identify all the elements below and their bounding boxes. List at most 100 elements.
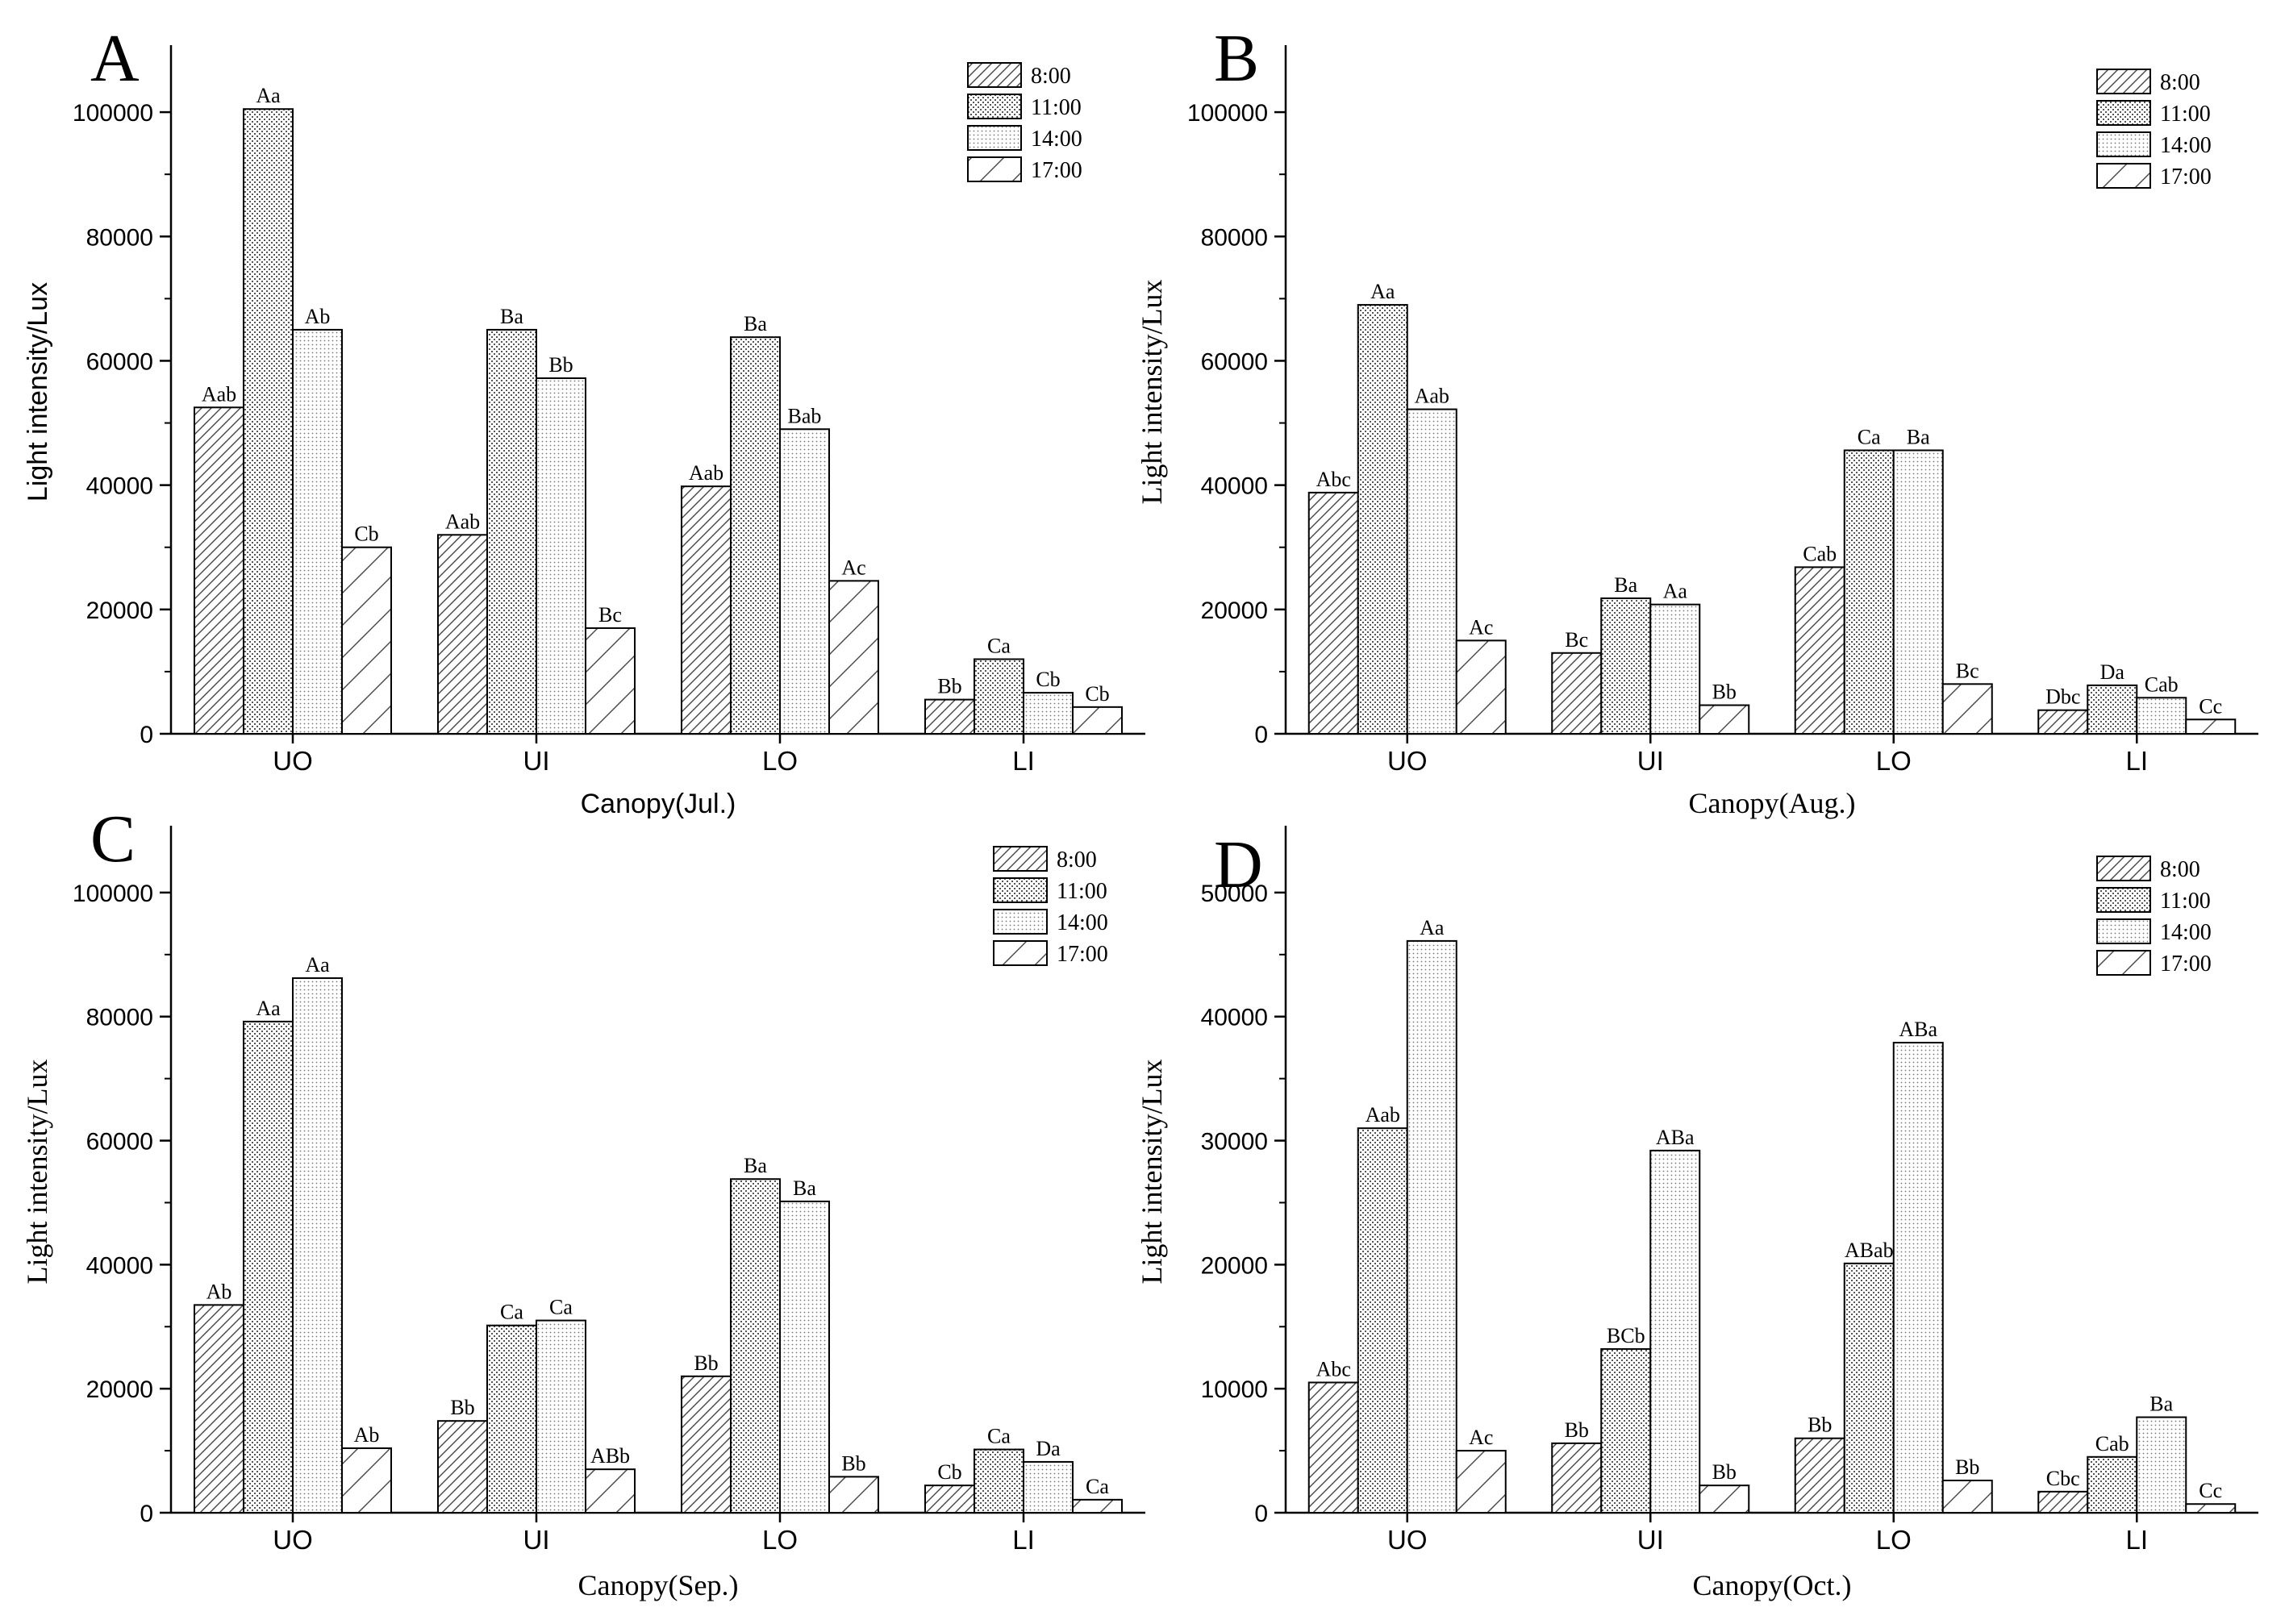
x-axis-label: Canopy(Sep.) (578, 1569, 739, 1601)
data-label: Ab (354, 1423, 380, 1447)
legend: 8:00 11:00 14:00 17:00 (2096, 856, 2212, 976)
data-label: Bb (1712, 1460, 1737, 1484)
bar-1100-ui (1600, 597, 1652, 735)
data-label: ABb (590, 1444, 630, 1468)
data-label: Bb (694, 1351, 718, 1375)
bar-1400-lo (1892, 449, 1944, 735)
data-label: Ac (841, 556, 865, 579)
bar-1700-ui (585, 1468, 636, 1514)
bar-800-li (924, 698, 975, 735)
data-label: Aab (445, 510, 480, 533)
bar-1400-ui (536, 1319, 586, 1514)
legend: 8:00 11:00 14:00 17:00 (2096, 69, 2212, 189)
x-tick-label: LO (762, 746, 798, 776)
bar-1400-uo (1406, 939, 1457, 1514)
legend-label: 17:00 (1031, 158, 1082, 183)
bar-1700-li (2185, 718, 2237, 735)
chart-panel-d: 0 10000 20000 30000 40000 50000 Light intensit… (1136, 826, 2258, 1601)
x-tick-label: LO (762, 1525, 798, 1555)
bar-800-ui (1551, 652, 1603, 735)
data-label: Aab (689, 461, 723, 485)
bar-800-lo (1794, 1437, 1845, 1514)
panel-letter: D (1214, 827, 1263, 902)
data-label: Ba (1907, 425, 1930, 448)
y-axis-label: Light intensity/Lux (21, 1060, 53, 1285)
data-label: Da (2100, 660, 2125, 684)
bar-1400-li (2136, 697, 2187, 735)
bar-1100-lo (730, 336, 781, 735)
data-label: ABab (1845, 1239, 1894, 1262)
data-label: Cb (937, 1460, 961, 1484)
bar-800-li (924, 1485, 975, 1514)
bar-800-li (2037, 1490, 2089, 1514)
bar-1100-li (974, 658, 1024, 735)
data-label: Aa (305, 953, 330, 976)
x-tick-label: LI (2125, 746, 2148, 776)
data-label: Aab (202, 382, 236, 406)
legend-swatch (967, 94, 1022, 119)
data-label: Ca (1858, 425, 1881, 448)
panel-letter: A (90, 21, 140, 96)
bar-1700-ui (1699, 704, 1750, 735)
data-label: Aab (1415, 385, 1449, 408)
data-label: Bb (450, 1396, 474, 1419)
legend-swatch (2096, 69, 2151, 94)
legend-label: 14:00 (1057, 910, 1108, 935)
bar-1400-uo (292, 977, 343, 1514)
y-tick-label: 60000 (86, 1129, 153, 1156)
data-label: Cc (2199, 694, 2222, 718)
bar-1700-li (1072, 706, 1123, 735)
bar-1700-li (1072, 1498, 1123, 1514)
bar-1700-uo (341, 1447, 392, 1514)
legend-swatch (967, 62, 1022, 88)
data-label: Bc (1565, 628, 1588, 652)
data-label: Bc (598, 603, 622, 627)
x-axis-label: Canopy(Aug.) (1689, 787, 1856, 819)
bar-1100-ui (1600, 1347, 1652, 1514)
chart-panel-c: 0 20000 40000 60000 80000 100000 Light intensi… (21, 802, 1145, 1601)
y-tick-label: 0 (140, 722, 153, 748)
data-label: Aa (1663, 580, 1688, 603)
bar-800-uo (1307, 491, 1359, 735)
legend-swatch (993, 940, 1048, 966)
panel-letter: C (90, 802, 136, 877)
legend-label: 14:00 (2160, 920, 2212, 945)
legend-label: 17:00 (2160, 164, 2212, 189)
bar-800-lo (681, 1375, 732, 1514)
data-label: Ba (1614, 573, 1637, 597)
bar-800-li (2037, 709, 2089, 735)
x-tick-label: LI (1012, 1525, 1035, 1555)
legend-label: 8:00 (1057, 847, 1097, 872)
bar-800-ui (1551, 1442, 1603, 1514)
y-tick-label: 40000 (86, 1252, 153, 1279)
bar-1700-uo (1455, 1450, 1507, 1514)
data-label: Bb (937, 675, 961, 698)
data-label: Ac (1469, 615, 1493, 639)
y-tick-label: 40000 (1201, 1005, 1268, 1031)
data-label: Abc (1316, 1357, 1351, 1380)
data-label: Cab (2145, 673, 2179, 696)
chart-panel-a: 0 20000 40000 60000 80000 100000 Light intensi… (23, 21, 1145, 819)
legend-swatch (993, 846, 1048, 872)
data-label: Bb (841, 1451, 865, 1475)
bar-1100-li (2087, 1455, 2138, 1514)
data-label: Aab (1366, 1103, 1400, 1126)
legend-label: 8:00 (1031, 64, 1071, 89)
x-tick-label: UO (1387, 1525, 1428, 1555)
y-tick-label: 100000 (73, 100, 153, 127)
bar-1400-lo (1892, 1042, 1944, 1514)
data-label: Ca (500, 1301, 523, 1324)
legend-swatch (2096, 163, 2151, 189)
data-label: Cab (2095, 1432, 2129, 1455)
data-label: Cbc (2046, 1467, 2080, 1490)
bar-1100-lo (1843, 449, 1895, 735)
legend-label: 17:00 (2160, 951, 2212, 976)
y-tick-label: 0 (140, 1501, 153, 1527)
panel-letter: B (1214, 21, 1259, 96)
x-tick-label: UI (1637, 746, 1664, 776)
x-tick-label: UI (523, 746, 550, 776)
data-label: Bb (1955, 1455, 1979, 1479)
y-axis-label: Light intensity/Lux (1136, 280, 1168, 505)
legend-label: 8:00 (2160, 70, 2200, 95)
